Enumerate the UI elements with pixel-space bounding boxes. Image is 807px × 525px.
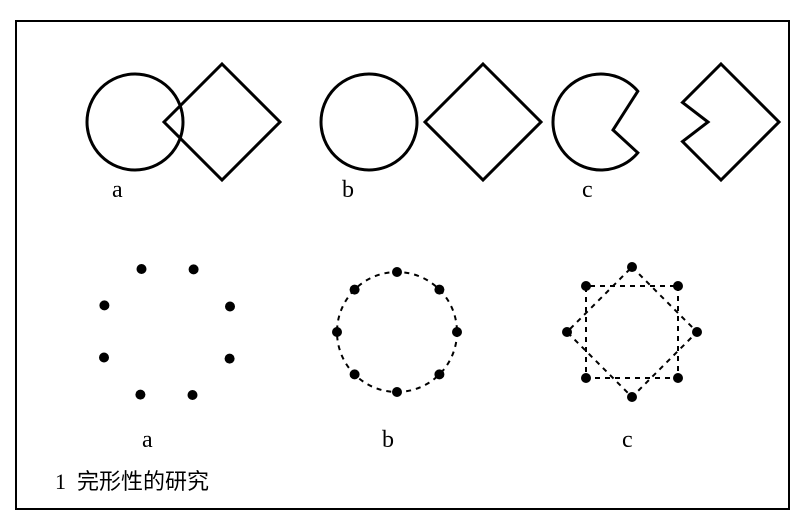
dot (434, 285, 444, 295)
caption-number: 1 (55, 469, 66, 494)
dot-ring-2a (99, 264, 235, 400)
circle-1b (321, 74, 417, 170)
caption-text: 完形性的研究 (77, 469, 209, 494)
dot (332, 327, 342, 337)
dashed-squares-2c (562, 262, 702, 402)
group-1c (553, 64, 779, 180)
dot (434, 369, 444, 379)
label-2b: b (382, 427, 394, 454)
figure-frame: a b c a b c 1 完形性的研究 (15, 20, 790, 510)
dot (627, 392, 637, 402)
dot (581, 281, 591, 291)
dot (581, 373, 591, 383)
dot (392, 387, 402, 397)
dot (135, 390, 145, 400)
dot (99, 353, 109, 363)
dot (225, 354, 235, 364)
dot (673, 281, 683, 291)
dot (673, 373, 683, 383)
dot (188, 390, 198, 400)
label-2a: a (142, 427, 153, 454)
dot (350, 369, 360, 379)
diamond-1a (164, 64, 280, 180)
dot (627, 262, 637, 272)
dot (692, 327, 702, 337)
label-1a: a (112, 177, 123, 204)
pac-circle-1c (553, 74, 638, 170)
dot (99, 300, 109, 310)
dot (137, 264, 147, 274)
circle-1a (87, 74, 183, 170)
group-1b (321, 64, 541, 180)
label-1b: b (342, 177, 354, 204)
row1-shapes (17, 22, 792, 222)
dashed-circle-2b (332, 267, 462, 397)
label-1c: c (582, 177, 593, 204)
group-1a (87, 64, 280, 180)
row2-shapes (17, 232, 792, 452)
notched-diamond-1c (683, 64, 780, 180)
figure-caption: 1 完形性的研究 (55, 464, 209, 496)
dot (392, 267, 402, 277)
label-2c: c (622, 427, 633, 454)
dot (452, 327, 462, 337)
diamond-1b (425, 64, 541, 180)
dot (189, 264, 199, 274)
dot (225, 302, 235, 312)
dot (562, 327, 572, 337)
dot (350, 285, 360, 295)
